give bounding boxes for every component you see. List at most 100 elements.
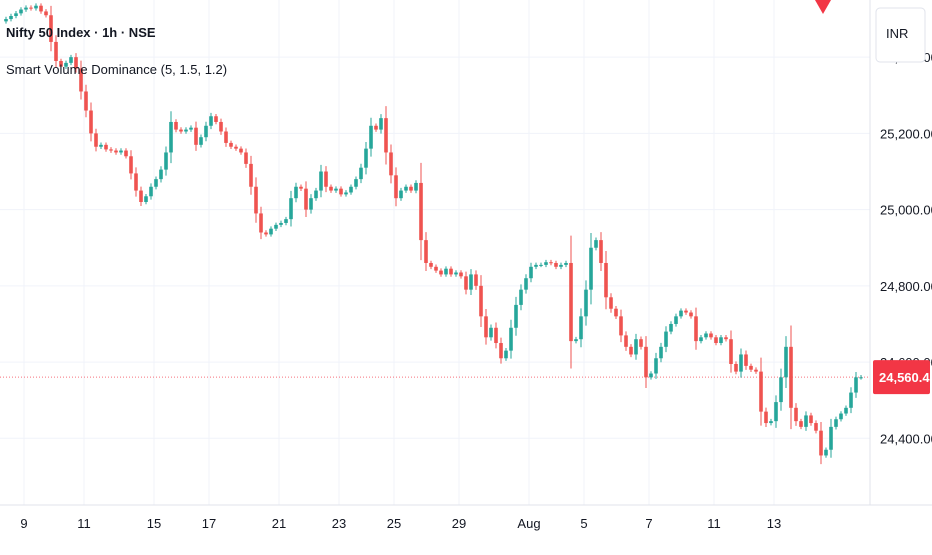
candle [829, 418, 833, 458]
candle [44, 9, 48, 18]
candle [364, 141, 368, 175]
candle [729, 330, 733, 373]
candle [224, 127, 228, 147]
candle [724, 335, 728, 342]
time-axis[interactable]: 9 11 15 17 21 23 25 29 Aug 5 7 11 13 [20, 516, 781, 531]
candle [594, 237, 598, 251]
candle [459, 270, 463, 279]
candle [354, 176, 358, 190]
candle [859, 375, 863, 380]
candle [219, 118, 223, 135]
candle [204, 121, 208, 142]
candle [389, 144, 393, 184]
candle [849, 387, 853, 414]
x-tick-label: Aug [517, 516, 540, 531]
candle [114, 148, 118, 155]
candle [534, 262, 538, 270]
x-tick-label: 11 [707, 516, 721, 531]
candle [734, 361, 738, 375]
candle [654, 352, 658, 379]
candle [304, 181, 308, 217]
candle [374, 123, 378, 132]
candle [834, 416, 838, 430]
candle [159, 166, 163, 183]
candle [509, 319, 513, 359]
candle [514, 296, 518, 336]
candle [519, 284, 523, 311]
candle [394, 167, 398, 207]
candle [659, 342, 663, 363]
candle [209, 112, 213, 130]
candle [664, 326, 668, 353]
candle [284, 216, 288, 226]
candle [279, 220, 283, 228]
x-tick-label: 11 [77, 516, 91, 531]
candle [709, 331, 713, 340]
candle [149, 183, 153, 200]
candle [789, 325, 793, 430]
candle [624, 331, 628, 351]
candle [444, 266, 448, 277]
candle [584, 280, 588, 326]
candle [749, 363, 753, 372]
candle [99, 142, 103, 150]
candle [104, 142, 108, 152]
candle [29, 5, 33, 11]
candle [344, 190, 348, 197]
candle [764, 407, 768, 428]
candle [819, 422, 823, 465]
candle [239, 146, 243, 155]
candle [714, 335, 718, 346]
candle [119, 148, 123, 155]
candle [774, 395, 778, 428]
candle [314, 187, 318, 201]
candle [689, 310, 693, 319]
x-tick-label: 13 [767, 516, 781, 531]
candle [79, 60, 83, 100]
candle [784, 336, 788, 388]
candle [349, 184, 353, 195]
candle [604, 250, 608, 310]
candle [679, 308, 683, 319]
currency-box[interactable] [875, 7, 926, 63]
candle [324, 166, 328, 193]
candle [129, 150, 133, 180]
candle [4, 16, 8, 24]
x-tick-label: 5 [580, 516, 587, 531]
candle [699, 335, 703, 344]
candle [59, 58, 63, 69]
candle [229, 140, 233, 150]
x-tick-label: 7 [645, 516, 652, 531]
candle [74, 53, 78, 73]
candle [549, 259, 553, 266]
candle [249, 155, 253, 195]
candle [19, 7, 23, 16]
candle [529, 262, 533, 283]
x-tick-label: 29 [452, 516, 466, 531]
candle [544, 259, 548, 268]
y-tick-label: 25,200.00 [880, 126, 932, 141]
candle [804, 411, 808, 431]
y-tick-label: 24,400.00 [880, 431, 932, 446]
candle [634, 333, 638, 360]
candle [449, 266, 453, 277]
candle [14, 11, 18, 19]
candle [144, 193, 148, 205]
candle [234, 144, 238, 151]
x-tick-label: 15 [147, 516, 161, 531]
candle [769, 418, 773, 426]
candle [299, 184, 303, 191]
candle [574, 336, 578, 344]
candle [189, 125, 193, 132]
candle [674, 313, 678, 327]
candle [424, 232, 428, 271]
candle [94, 128, 98, 152]
candle [329, 184, 333, 193]
candle [139, 186, 143, 207]
candle [269, 226, 273, 237]
candle [669, 321, 673, 335]
candle [334, 186, 338, 193]
chart-title: Nifty 50 Index · 1h · NSE [6, 25, 156, 40]
candle [434, 264, 438, 273]
candle [429, 260, 433, 270]
